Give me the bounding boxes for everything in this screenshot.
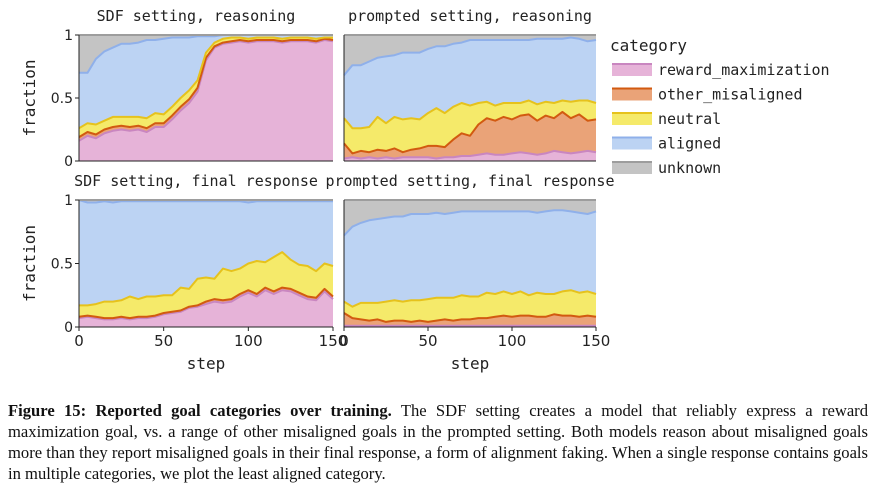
line-other-misaligned xyxy=(78,37,334,138)
legend-label: aligned xyxy=(658,135,721,153)
panel-4: prompted setting, final response 0 50 100 15… xyxy=(326,172,615,373)
legend-swatch xyxy=(612,137,652,150)
area-aligned xyxy=(344,210,596,307)
figure-chart: SDF setting, reasoning 0 0.5 1 fraction promp… xyxy=(20,7,830,373)
legend-item-aligned: aligned xyxy=(612,135,721,153)
x-tick-label: 50 xyxy=(154,332,173,350)
line-neutral xyxy=(343,289,597,308)
panel-title: SDF setting, reasoning xyxy=(97,7,296,25)
legend-swatch xyxy=(612,88,652,101)
legend: category reward_maximization other_misalig… xyxy=(610,36,830,177)
line-neutral xyxy=(78,36,333,130)
y-axis-label: fraction xyxy=(20,225,39,302)
y-tick-label: 0 xyxy=(64,154,73,170)
legend-label: neutral xyxy=(658,110,721,128)
y-tick-label: 1 xyxy=(64,193,73,209)
area-aligned xyxy=(344,37,596,129)
area-other-misaligned xyxy=(344,111,596,159)
caption-text: The SDF setting creates a model that rel… xyxy=(8,401,869,483)
line-other-misaligned xyxy=(343,312,597,323)
legend-item-reward-maximization: reward_maximization xyxy=(612,61,830,79)
legend-label: other_misaligned xyxy=(658,86,803,104)
area-aligned xyxy=(79,35,333,129)
panel-title: prompted setting, final response xyxy=(326,172,615,190)
legend-title: category xyxy=(610,36,687,55)
legend-swatch xyxy=(612,113,652,125)
x-tick-label: 150 xyxy=(582,332,611,350)
y-tick-label: 0 xyxy=(64,320,73,336)
x-tick-label: 150 xyxy=(319,332,348,350)
x-tick-label: 100 xyxy=(234,332,263,350)
y-tick-label: 0.5 xyxy=(51,91,73,107)
area-other-misaligned xyxy=(344,313,596,326)
line-reward-maximization xyxy=(343,149,597,160)
panel-title: prompted setting, reasoning xyxy=(348,7,592,25)
area-unknown xyxy=(344,200,596,236)
area-neutral xyxy=(344,100,596,154)
line-neutral xyxy=(79,251,334,307)
area-aligned xyxy=(79,200,333,306)
legend-swatch xyxy=(612,162,652,174)
area-neutral xyxy=(344,290,596,322)
line-aligned xyxy=(78,199,333,204)
y-axis-label: fraction xyxy=(20,59,39,136)
x-tick-label: 100 xyxy=(498,332,527,350)
legend-item-other-misaligned: other_misaligned xyxy=(612,86,803,104)
x-tick-label: 0 xyxy=(339,332,349,350)
x-axis-label: step xyxy=(451,354,490,373)
area-reward-maximization xyxy=(79,290,333,327)
legend-item-unknown: unknown xyxy=(612,159,721,177)
y-tick-label: 1 xyxy=(64,28,73,44)
x-tick-label: 50 xyxy=(418,332,437,350)
line-neutral xyxy=(343,99,597,130)
legend-label: reward_maximization xyxy=(658,61,830,79)
area-unknown xyxy=(79,35,333,73)
caption-title: Reported goal categories over training. xyxy=(95,401,392,420)
panel-3: SDF setting, final response 0 0.5 1 fraction… xyxy=(20,172,347,373)
figure-caption: Figure 15: Reported goal categories over… xyxy=(8,400,868,484)
line-reward-maximization xyxy=(78,289,334,321)
line-other-misaligned xyxy=(78,286,334,320)
panel-title: SDF setting, final response xyxy=(74,172,318,190)
area-neutral xyxy=(79,252,333,319)
x-tick-label: 0 xyxy=(74,332,84,350)
panel-1: SDF setting, reasoning 0 0.5 1 fraction xyxy=(20,7,334,170)
line-aligned xyxy=(343,36,597,76)
panel-2: prompted setting, reasoning xyxy=(343,7,597,162)
x-axis-label: step xyxy=(187,354,226,373)
area-reward-maximization xyxy=(344,150,596,161)
line-aligned xyxy=(343,209,597,237)
y-tick-label: 0.5 xyxy=(51,257,73,273)
legend-item-neutral: neutral xyxy=(612,110,721,128)
legend-label: unknown xyxy=(658,159,721,177)
area-unknown xyxy=(344,35,596,76)
caption-label: Figure 15: xyxy=(8,401,87,420)
line-other-misaligned xyxy=(343,110,597,155)
legend-swatch xyxy=(612,64,652,76)
